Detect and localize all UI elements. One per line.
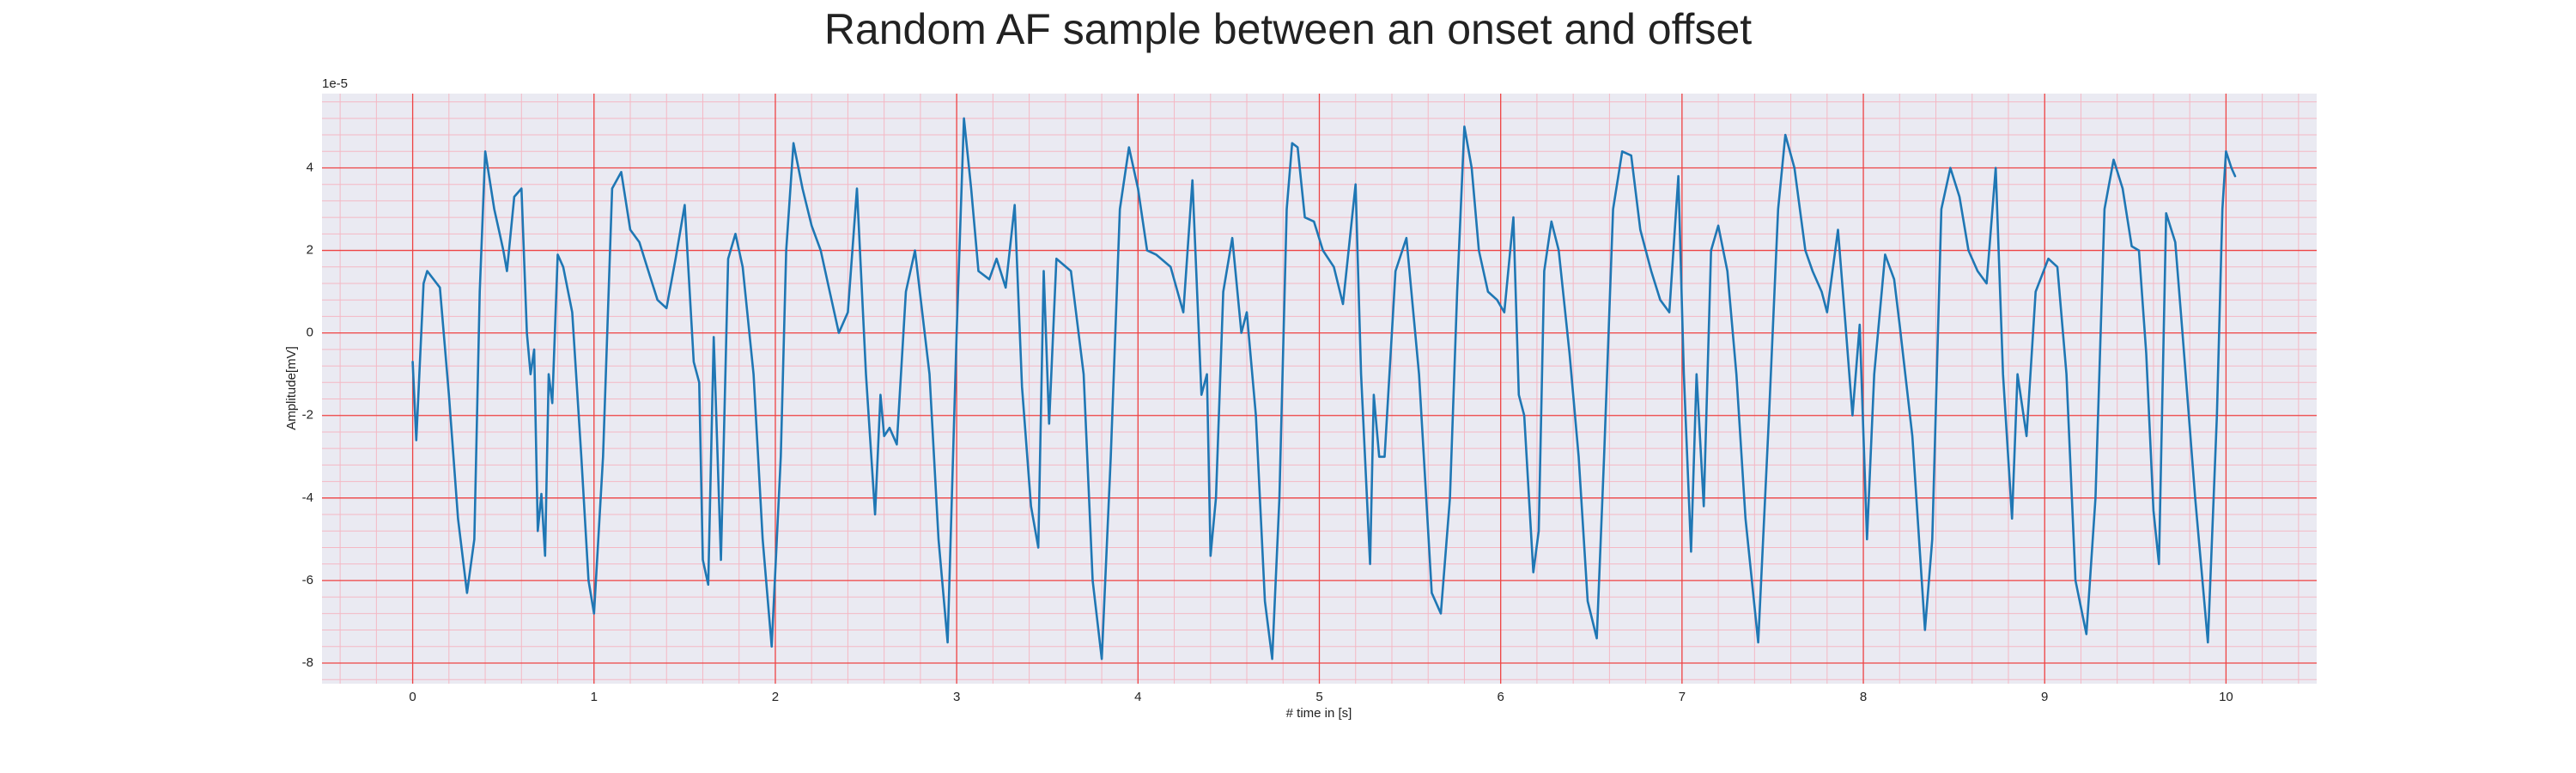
y-tick-label: -4 [302, 490, 313, 505]
x-tick-label: 10 [2219, 690, 2233, 704]
x-tick-label: 4 [1134, 690, 1141, 704]
chart-title: Random AF sample between an onset and of… [824, 5, 1752, 53]
y-offset-label: 1e-5 [322, 76, 348, 91]
y-tick-label: -2 [302, 408, 313, 423]
marks [411, 117, 2237, 660]
x-tick-label: 1 [591, 690, 598, 704]
x-tick-label: 5 [1315, 690, 1322, 704]
y-tick-label: -8 [302, 655, 313, 670]
y-tick-label: 2 [307, 243, 313, 258]
y-axis-label: Amplitude[mV] [284, 346, 299, 430]
x-tick-label: 0 [409, 690, 416, 704]
signal-line [411, 117, 2237, 660]
x-tick-label: 9 [2041, 690, 2048, 704]
x-axis-label: # time in [s] [1286, 706, 1352, 721]
y-tick-label: 0 [307, 326, 313, 340]
x-tick-label: 2 [772, 690, 779, 704]
x-tick-label: 7 [1679, 690, 1686, 704]
x-tick-label: 6 [1498, 690, 1504, 704]
y-tick-label: -6 [302, 573, 313, 587]
x-tick-label: 8 [1860, 690, 1867, 704]
y-tick-label: 4 [307, 160, 313, 174]
grid [322, 94, 2317, 684]
x-tick-label: 3 [953, 690, 960, 704]
